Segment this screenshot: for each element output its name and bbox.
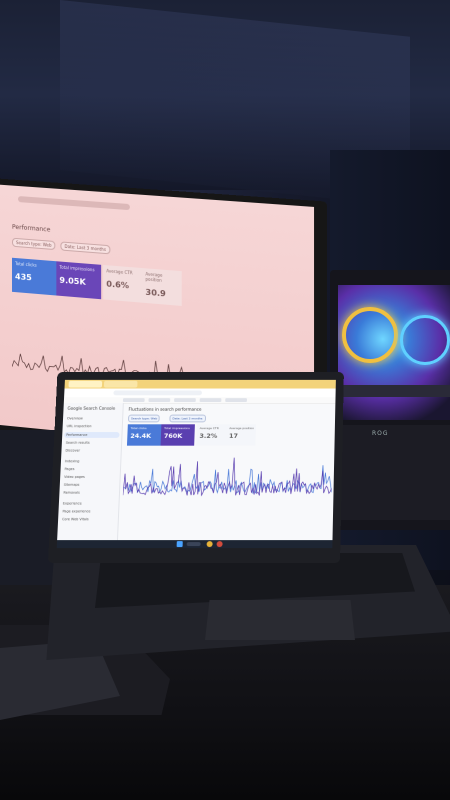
bookmark[interactable] [225, 398, 247, 402]
sidebar-item-search-results[interactable]: Search results [66, 441, 90, 445]
monitor-metric-card-ctr[interactable]: Average CTR 0.6% [103, 265, 142, 303]
pc-glass-panel [338, 285, 450, 420]
browser-taskbar-icon[interactable] [207, 541, 213, 547]
laptop-touchpad[interactable] [205, 600, 355, 640]
metric-card-clicks[interactable]: Total clicks 24.4K [127, 424, 161, 445]
browser-tab-strip [65, 380, 336, 389]
monitor-filter-chip[interactable]: Date: Last 3 months [60, 241, 110, 254]
monitor-page-title: Performance [12, 224, 50, 234]
metric-card-impressions[interactable]: Total impressions 760K [161, 424, 195, 445]
sidebar: Google Search Console Overview URL inspe… [57, 403, 124, 548]
bookmark[interactable] [123, 398, 145, 402]
filter-chip-search-type[interactable]: Search type: Web [128, 415, 160, 423]
rgb-fan-icon [342, 307, 398, 363]
sidebar-item-pages[interactable]: Pages [64, 467, 74, 471]
start-icon[interactable] [177, 541, 183, 547]
bookmark[interactable] [200, 398, 222, 402]
app-logo-title: Google Search Console [67, 406, 115, 411]
monitor-filter-chip[interactable]: Search type: Web [12, 238, 56, 250]
pc-psu-shroud [338, 425, 450, 520]
sidebar-item-removals[interactable]: Removals [63, 491, 80, 495]
pc-brand-logo: ROG [372, 430, 389, 437]
metric-card-ctr[interactable]: Average CTR 3.2% [196, 424, 226, 445]
sidebar-item-page-experience[interactable]: Page experience [62, 509, 90, 513]
sidebar-section-indexing: Indexing [65, 459, 80, 463]
address-bar[interactable] [113, 390, 202, 395]
monitor-metric-card-clicks[interactable]: Total clicks 435 [12, 258, 56, 296]
gpu [338, 385, 450, 397]
sidebar-item-performance[interactable]: Performance [66, 433, 87, 437]
search-icon[interactable] [187, 542, 201, 546]
sidebar-item-video-pages[interactable]: Video pages [64, 475, 85, 479]
sidebar-item-url-inspection[interactable]: URL inspection [67, 424, 92, 428]
monitor-metric-card-impressions[interactable]: Total impressions 9.05K [56, 261, 101, 299]
laptop-lid: Google Search Console Overview URL inspe… [48, 372, 344, 563]
filter-chip-date[interactable]: Date: Last 3 months [169, 415, 205, 423]
windows-taskbar [57, 540, 333, 548]
bookmark[interactable] [174, 398, 196, 402]
sidebar-section-experience: Experience [63, 502, 82, 506]
monitor-address-bar [18, 196, 130, 210]
metric-card-position[interactable]: Average position 17 [226, 424, 256, 445]
performance-chart [122, 452, 332, 513]
sidebar-item-overview[interactable]: Overview [67, 417, 83, 421]
bookmark[interactable] [148, 398, 170, 402]
sidebar-item-sitemaps[interactable]: Sitemaps [64, 483, 80, 487]
browser-tab[interactable] [68, 381, 102, 388]
app-taskbar-icon[interactable] [217, 541, 223, 547]
rgb-fan-icon [400, 315, 450, 365]
chart-trend-line [123, 458, 332, 496]
main-content: Fluctuations in search performance Searc… [117, 403, 336, 548]
laptop-screen: Google Search Console Overview URL inspe… [57, 380, 336, 548]
sidebar-item-discover[interactable]: Discover [65, 449, 80, 453]
sidebar-item-core-web-vitals[interactable]: Core Web Vitals [62, 517, 89, 521]
browser-tab[interactable] [104, 381, 138, 388]
page-title: Fluctuations in search performance [128, 407, 201, 412]
monitor-metric-card-position[interactable]: Average position 30.9 [142, 268, 181, 306]
